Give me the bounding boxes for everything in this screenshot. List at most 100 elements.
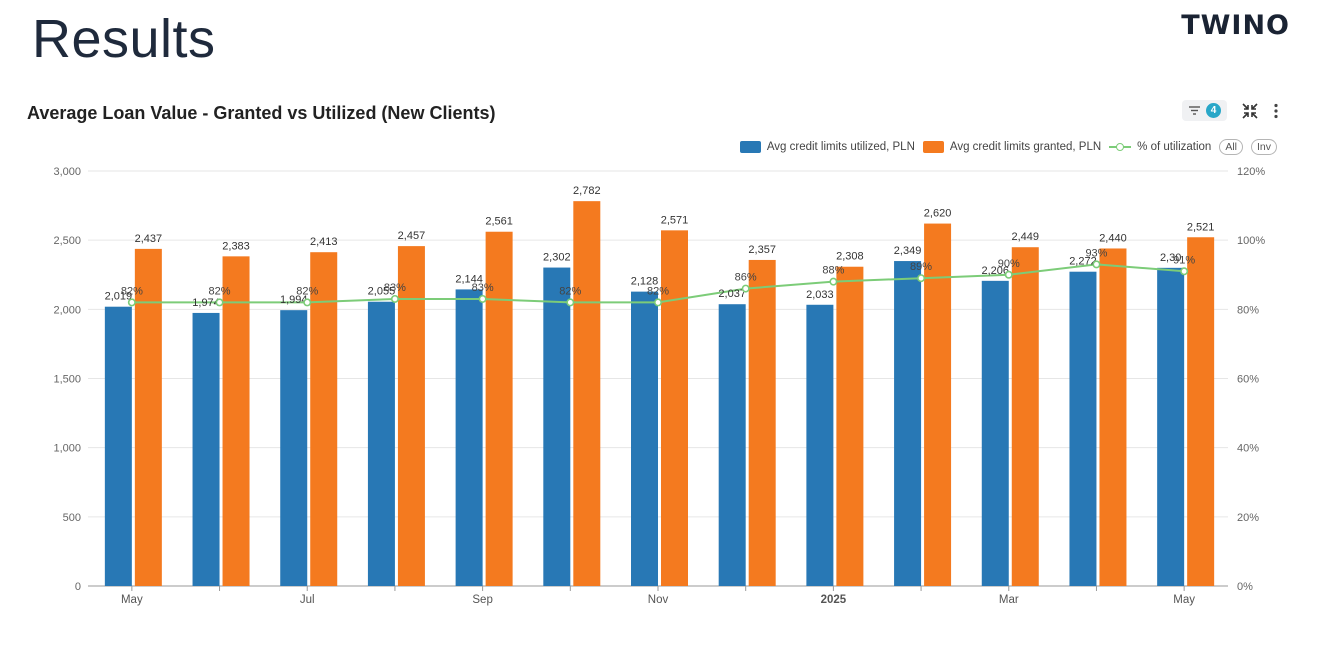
bar-utilized bbox=[455, 289, 483, 586]
x-tick-label: Mar bbox=[999, 594, 1019, 606]
data-label-utilization: 90% bbox=[998, 258, 1020, 270]
x-tick-label: May bbox=[1173, 594, 1195, 606]
data-label-utilization: 83% bbox=[472, 282, 494, 294]
data-label-utilization: 83% bbox=[384, 282, 406, 294]
bar-utilized bbox=[718, 304, 746, 586]
utilization-point bbox=[566, 298, 575, 307]
data-label-granted: 2,440 bbox=[1099, 232, 1127, 244]
data-label-utilized: 2,019 bbox=[105, 291, 133, 303]
filter-button[interactable]: 4 bbox=[1182, 100, 1227, 121]
utilization-point bbox=[829, 277, 838, 286]
data-label-utilized: 2,033 bbox=[806, 289, 834, 301]
bar-utilized bbox=[367, 301, 395, 586]
data-label-granted: 2,308 bbox=[836, 251, 864, 263]
y-left-tick-label: 2,500 bbox=[53, 235, 81, 247]
filter-count-badge: 4 bbox=[1206, 103, 1221, 118]
data-label-utilized: 2,349 bbox=[894, 245, 922, 257]
utilization-point bbox=[917, 274, 926, 283]
y-right-tick-label: 100% bbox=[1237, 235, 1265, 247]
data-label-utilization: 82% bbox=[559, 285, 581, 297]
data-label-utilized: 2,206 bbox=[982, 265, 1010, 277]
legend-label-utilization: % of utilization bbox=[1137, 141, 1212, 153]
chart-title: Average Loan Value - Granted vs Utilized… bbox=[27, 103, 496, 123]
bar-granted bbox=[222, 256, 250, 586]
x-tick-label: Sep bbox=[472, 594, 492, 606]
data-label-utilization: 93% bbox=[1085, 247, 1107, 259]
bar-granted bbox=[310, 252, 338, 586]
legend-swatch-utilization bbox=[1109, 141, 1132, 153]
bar-utilized bbox=[543, 267, 571, 586]
data-label-granted: 2,782 bbox=[573, 185, 601, 197]
data-label-granted: 2,521 bbox=[1187, 221, 1215, 233]
y-left-tick-label: 2,000 bbox=[53, 304, 81, 316]
data-label-utilization: 82% bbox=[296, 285, 318, 297]
x-tick-label: May bbox=[121, 594, 143, 606]
data-label-utilized: 2,302 bbox=[543, 252, 571, 264]
twino-logo: TWINO bbox=[1181, 10, 1290, 41]
data-label-granted: 2,383 bbox=[222, 240, 250, 252]
bar-utilized bbox=[104, 306, 132, 586]
data-label-utilization: 89% bbox=[910, 261, 932, 273]
bar-granted bbox=[134, 248, 162, 587]
bar-granted bbox=[1187, 237, 1215, 587]
y-left-tick-label: 3,000 bbox=[53, 166, 81, 178]
data-label-utilized: 2,037 bbox=[718, 288, 746, 300]
bar-granted bbox=[1099, 248, 1127, 586]
data-label-granted: 2,571 bbox=[661, 214, 689, 226]
all-button[interactable]: All bbox=[1219, 139, 1243, 155]
bar-utilized bbox=[981, 280, 1009, 586]
data-label-utilized: 1,994 bbox=[280, 294, 308, 306]
bar-utilized bbox=[1157, 267, 1185, 586]
y-left-tick-label: 0 bbox=[75, 581, 81, 593]
utilization-point bbox=[1004, 270, 1013, 279]
x-tick-label: Jul bbox=[300, 594, 315, 606]
data-label-granted: 2,620 bbox=[924, 208, 952, 220]
y-right-tick-label: 0% bbox=[1237, 581, 1253, 593]
y-left-tick-label: 500 bbox=[63, 512, 81, 524]
data-label-granted: 2,437 bbox=[135, 233, 163, 245]
inv-button[interactable]: Inv bbox=[1250, 139, 1277, 155]
data-label-utilization: 82% bbox=[121, 285, 143, 297]
utilization-point bbox=[478, 294, 487, 303]
bar-utilized bbox=[192, 312, 220, 586]
more-options-icon[interactable] bbox=[1273, 103, 1279, 119]
bar-utilized bbox=[1069, 271, 1097, 586]
data-label-granted: 2,449 bbox=[1012, 231, 1040, 243]
data-label-granted: 2,357 bbox=[748, 244, 776, 256]
bar-utilized bbox=[280, 310, 308, 586]
data-label-utilization: 91% bbox=[1173, 254, 1195, 266]
utilization-point bbox=[215, 298, 224, 307]
utilization-point bbox=[653, 298, 662, 307]
legend-label-granted: Avg credit limits granted, PLN bbox=[949, 141, 1102, 153]
filter-icon bbox=[1189, 106, 1200, 115]
y-left-tick-label: 1,000 bbox=[53, 443, 81, 455]
bar-granted bbox=[661, 230, 688, 586]
bar-granted bbox=[1011, 247, 1039, 586]
bar-granted bbox=[485, 231, 513, 586]
legend-label-utilized: Avg credit limits utilized, PLN bbox=[766, 141, 915, 153]
y-right-tick-label: 20% bbox=[1237, 512, 1259, 524]
bar-utilized bbox=[894, 261, 922, 586]
legend-swatch-granted bbox=[922, 141, 944, 153]
data-label-granted: 2,561 bbox=[485, 216, 513, 228]
legend-item-granted[interactable]: Avg credit limits granted, PLN bbox=[922, 141, 1102, 153]
bar-utilized bbox=[631, 291, 658, 586]
data-label-utilized: 1,974 bbox=[192, 297, 220, 309]
data-label-utilized: 2,128 bbox=[631, 276, 659, 288]
bar-utilized bbox=[806, 304, 834, 586]
utilization-point bbox=[303, 298, 312, 307]
chart-legend: Avg credit limits utilized, PLN Avg cred… bbox=[739, 139, 1277, 155]
y-left-tick-label: 1,500 bbox=[53, 374, 81, 386]
legend-item-utilized[interactable]: Avg credit limits utilized, PLN bbox=[739, 141, 915, 153]
data-label-utilization: 88% bbox=[822, 265, 844, 277]
collapse-icon[interactable] bbox=[1241, 102, 1259, 120]
utilization-point bbox=[127, 298, 136, 307]
utilization-point bbox=[390, 294, 399, 303]
data-label-utilized: 2,055 bbox=[368, 286, 396, 298]
data-label-utilized: 2,272 bbox=[1069, 256, 1097, 268]
x-tick-label: Nov bbox=[648, 594, 669, 606]
y-right-tick-label: 60% bbox=[1237, 374, 1259, 386]
legend-item-utilization[interactable]: % of utilization bbox=[1109, 141, 1211, 153]
x-tick-label: 2025 bbox=[821, 594, 847, 606]
